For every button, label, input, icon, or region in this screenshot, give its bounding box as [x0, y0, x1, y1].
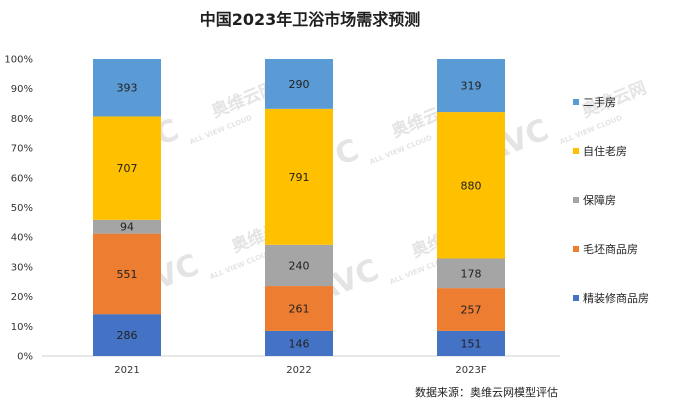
bar-segment: [93, 233, 161, 315]
bar-segment: [437, 330, 505, 356]
y-tick-label: 80%: [11, 114, 33, 125]
data-label: 393: [117, 82, 138, 95]
bar-segment: [265, 286, 333, 331]
data-label: 707: [117, 162, 138, 175]
x-tick-label: 2021: [114, 365, 139, 376]
y-tick-label: 100%: [4, 55, 33, 66]
y-tick-label: 70%: [11, 144, 33, 155]
legend-item: 自住老房: [573, 144, 627, 158]
x-axis: 2021 2022 2023F: [114, 365, 487, 376]
bar-segment: [93, 116, 161, 220]
legend-swatch: [573, 197, 579, 203]
legend-label: 自住老房: [583, 144, 627, 158]
data-label: 286: [117, 329, 138, 342]
data-label: 178: [461, 267, 482, 280]
legend-label: 毛坯商品房: [583, 242, 638, 256]
y-tick-label: 40%: [11, 233, 33, 244]
y-tick-label: 10%: [11, 322, 33, 333]
y-tick-label: 60%: [11, 173, 33, 184]
y-axis: 0% 10% 20% 30% 40% 50% 60% 70% 80% 90% 100%: [4, 55, 33, 363]
data-label: 880: [461, 179, 482, 192]
chart-title: 中国2023年卫浴市场需求预测: [200, 10, 421, 29]
y-tick-label: 20%: [11, 292, 33, 303]
legend-label: 保障房: [583, 193, 616, 207]
data-label: 290: [289, 78, 310, 91]
source-note: 数据来源：奥维云网模型评估: [415, 385, 558, 399]
legend-swatch: [573, 246, 579, 252]
legend-swatch: [573, 148, 579, 154]
data-label: 791: [289, 171, 310, 184]
bar-segment: [93, 59, 161, 117]
legend-swatch: [573, 99, 579, 105]
bar-segment: [265, 244, 333, 287]
legend-item: 保障房: [573, 193, 616, 207]
bar-segment: [265, 108, 333, 245]
bar-segment: [437, 59, 505, 113]
data-label: 240: [289, 259, 310, 272]
y-tick-label: 50%: [11, 203, 33, 214]
bars: 286 551 94 707 393 146 261 240 791 290 151 257 178 88…: [93, 59, 505, 356]
data-label: 94: [120, 221, 134, 234]
y-tick-label: 90%: [11, 84, 33, 95]
legend-label: 二手房: [583, 95, 616, 109]
bar-segment: [265, 59, 333, 109]
bar-segment: [265, 330, 333, 356]
bar-segment: [93, 314, 161, 356]
legend-item: 毛坯商品房: [573, 242, 638, 256]
legend-item: 精装修商品房: [573, 291, 649, 305]
y-tick-label: 30%: [11, 262, 33, 273]
y-tick-label: 0%: [17, 352, 33, 363]
bar-segment: [437, 112, 505, 259]
bar-segment: [437, 258, 505, 289]
legend-swatch: [573, 295, 579, 301]
data-label: 551: [117, 268, 138, 281]
data-label: 151: [461, 337, 482, 350]
x-tick-label: 2023F: [455, 365, 486, 376]
bar-segment: [437, 288, 505, 331]
data-label: 261: [289, 302, 310, 315]
data-label: 319: [461, 80, 482, 93]
data-label: 146: [289, 337, 310, 350]
legend-label: 精装修商品房: [583, 291, 649, 305]
x-tick-label: 2022: [286, 365, 311, 376]
legend-item: 二手房: [573, 95, 616, 109]
data-label: 257: [461, 303, 482, 316]
bar-segment: [93, 219, 161, 234]
